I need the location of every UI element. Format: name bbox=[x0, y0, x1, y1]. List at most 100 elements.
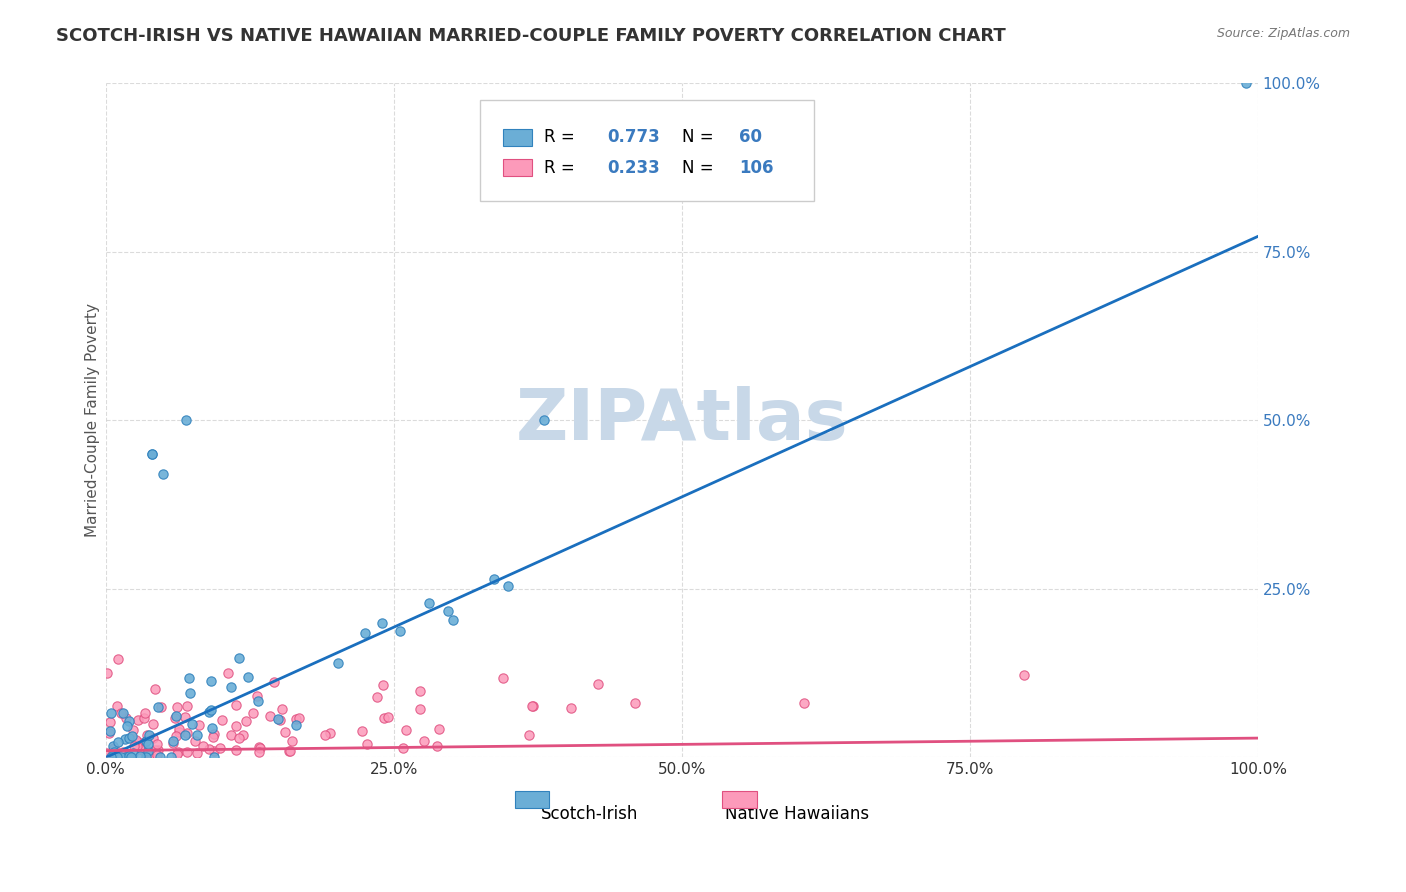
Point bbox=[110, 750, 132, 764]
Point bbox=[167, 722, 190, 736]
Point bbox=[202, 744, 225, 758]
Point bbox=[101, 739, 124, 753]
Text: 0.773: 0.773 bbox=[607, 128, 659, 146]
Point bbox=[225, 698, 247, 712]
Point bbox=[148, 699, 170, 714]
Point bbox=[198, 705, 221, 719]
Point bbox=[127, 713, 149, 727]
Point bbox=[225, 743, 247, 757]
Point bbox=[166, 745, 188, 759]
Point bbox=[319, 726, 342, 740]
Point bbox=[165, 729, 187, 743]
Point bbox=[103, 745, 125, 759]
Point bbox=[198, 741, 221, 756]
Point bbox=[125, 739, 148, 753]
Text: SCOTCH-IRISH VS NATIVE HAWAIIAN MARRIED-COUPLE FAMILY POVERTY CORRELATION CHART: SCOTCH-IRISH VS NATIVE HAWAIIAN MARRIED-… bbox=[56, 27, 1005, 45]
Point bbox=[409, 684, 432, 698]
Text: Scotch-Irish: Scotch-Irish bbox=[541, 805, 638, 822]
Point bbox=[117, 718, 139, 732]
Point bbox=[270, 701, 292, 715]
Bar bbox=[515, 791, 550, 808]
Point bbox=[135, 734, 157, 748]
Point bbox=[142, 717, 165, 731]
Point bbox=[191, 739, 214, 753]
Point bbox=[247, 745, 270, 759]
Point bbox=[127, 735, 149, 749]
Point bbox=[173, 710, 195, 724]
Point bbox=[314, 728, 336, 742]
Point bbox=[118, 731, 141, 745]
Point bbox=[100, 750, 122, 764]
Point bbox=[96, 746, 118, 760]
Point bbox=[176, 745, 198, 759]
Point bbox=[188, 718, 211, 732]
Point bbox=[166, 700, 188, 714]
Point bbox=[496, 579, 519, 593]
Point bbox=[560, 701, 582, 715]
Text: Source: ZipAtlas.com: Source: ZipAtlas.com bbox=[1216, 27, 1350, 40]
Point bbox=[492, 671, 515, 685]
Point bbox=[105, 698, 128, 713]
Point bbox=[117, 749, 139, 764]
Point bbox=[371, 677, 394, 691]
Point bbox=[173, 728, 195, 742]
Point bbox=[165, 709, 187, 723]
Point bbox=[111, 745, 134, 759]
Point bbox=[287, 711, 309, 725]
Point bbox=[586, 677, 609, 691]
Point bbox=[110, 747, 132, 761]
Point bbox=[134, 711, 156, 725]
Point bbox=[354, 626, 377, 640]
Point bbox=[269, 714, 291, 728]
Point bbox=[793, 696, 815, 710]
Point bbox=[167, 725, 190, 739]
Bar bbox=[723, 791, 756, 808]
Point bbox=[135, 728, 157, 742]
Point bbox=[388, 624, 411, 638]
Point bbox=[246, 694, 269, 708]
Point bbox=[373, 711, 395, 725]
Text: N =: N = bbox=[682, 159, 718, 177]
Point bbox=[285, 712, 308, 726]
Point bbox=[100, 706, 122, 720]
Y-axis label: Married-Couple Family Poverty: Married-Couple Family Poverty bbox=[86, 303, 100, 537]
Point bbox=[176, 413, 198, 427]
Point bbox=[129, 742, 152, 756]
Point bbox=[1014, 668, 1036, 682]
Point bbox=[121, 729, 143, 743]
Point bbox=[98, 723, 121, 738]
Point bbox=[135, 734, 157, 748]
Point bbox=[120, 750, 142, 764]
Point bbox=[112, 706, 135, 720]
Point bbox=[208, 741, 231, 756]
Point bbox=[441, 613, 464, 627]
Point bbox=[219, 680, 242, 694]
Point bbox=[114, 732, 136, 747]
Point bbox=[201, 721, 224, 735]
Point bbox=[179, 686, 201, 700]
Text: ZIPAtlas: ZIPAtlas bbox=[516, 386, 848, 455]
Point bbox=[522, 698, 544, 713]
Point bbox=[122, 747, 145, 761]
Point bbox=[177, 671, 200, 685]
Point bbox=[114, 750, 136, 764]
Point bbox=[426, 739, 449, 753]
Point bbox=[162, 736, 184, 750]
Point bbox=[437, 603, 460, 617]
Point bbox=[200, 674, 222, 689]
Point bbox=[149, 699, 172, 714]
Point bbox=[148, 743, 170, 757]
Point bbox=[125, 733, 148, 747]
Point bbox=[517, 728, 540, 742]
Point bbox=[482, 572, 505, 586]
Point bbox=[247, 739, 270, 754]
Point bbox=[160, 750, 183, 764]
Bar bbox=[503, 160, 531, 176]
Point bbox=[143, 681, 166, 696]
Point bbox=[162, 734, 184, 748]
Point bbox=[134, 750, 156, 764]
Point bbox=[249, 741, 271, 756]
Point bbox=[141, 447, 163, 461]
Point bbox=[202, 727, 225, 741]
Point bbox=[136, 744, 159, 758]
